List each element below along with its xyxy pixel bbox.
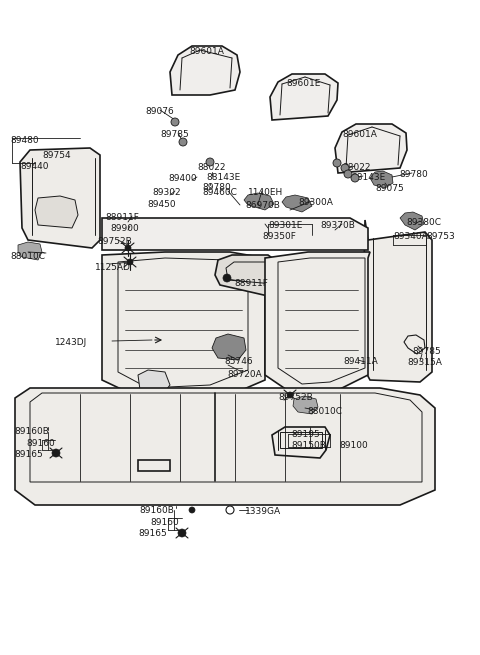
Text: 1339GA: 1339GA [245, 507, 281, 516]
Text: 88911F: 88911F [105, 213, 139, 222]
Text: 89601A: 89601A [342, 130, 377, 139]
Text: 89480: 89480 [10, 136, 38, 145]
Polygon shape [370, 171, 393, 188]
Circle shape [333, 159, 341, 167]
Text: 89752B: 89752B [97, 237, 132, 246]
Text: 89075: 89075 [375, 184, 404, 193]
Text: 1243DJ: 1243DJ [55, 338, 87, 347]
Text: 88143E: 88143E [206, 173, 240, 182]
Text: 89160B: 89160B [14, 427, 49, 436]
Text: 85746: 85746 [224, 357, 252, 366]
Circle shape [178, 529, 186, 537]
Circle shape [127, 259, 133, 265]
Polygon shape [215, 255, 278, 296]
Text: 1140EH: 1140EH [248, 188, 283, 197]
Text: 89411A: 89411A [343, 357, 378, 366]
Polygon shape [20, 148, 100, 248]
Text: 89160B: 89160B [139, 506, 174, 515]
Polygon shape [335, 124, 407, 173]
Text: 89195: 89195 [291, 430, 320, 439]
Circle shape [206, 158, 214, 166]
Text: 89160: 89160 [150, 518, 179, 527]
Polygon shape [102, 252, 265, 398]
Text: 89450: 89450 [147, 200, 176, 209]
Circle shape [52, 449, 60, 457]
Text: 89315A: 89315A [407, 358, 442, 367]
Text: 89780: 89780 [399, 170, 428, 179]
Polygon shape [138, 370, 170, 395]
Text: 89380C: 89380C [406, 218, 441, 227]
Text: 89900: 89900 [110, 224, 139, 233]
Text: 89340A: 89340A [393, 232, 428, 241]
Text: 89601E: 89601E [286, 79, 320, 88]
Polygon shape [212, 334, 246, 360]
Text: 89720A: 89720A [227, 370, 262, 379]
Text: 88010C: 88010C [307, 407, 342, 416]
Circle shape [179, 138, 187, 146]
Text: 1125AD: 1125AD [95, 263, 131, 272]
Polygon shape [102, 218, 368, 250]
Text: 89370B: 89370B [320, 221, 355, 230]
Circle shape [287, 392, 293, 398]
Polygon shape [15, 388, 435, 505]
Polygon shape [362, 220, 432, 382]
Text: 89460C: 89460C [202, 188, 237, 197]
Text: 88022: 88022 [342, 163, 371, 172]
Text: 86970B: 86970B [245, 201, 280, 210]
Text: 89350F: 89350F [262, 232, 296, 241]
Text: 89160: 89160 [26, 439, 55, 448]
Text: 89165: 89165 [138, 529, 167, 538]
Polygon shape [244, 193, 274, 210]
Circle shape [125, 245, 131, 251]
Polygon shape [282, 195, 312, 212]
Polygon shape [265, 252, 370, 392]
Text: 89752B: 89752B [278, 393, 313, 402]
Polygon shape [18, 242, 42, 260]
Text: 89400: 89400 [168, 174, 197, 183]
Text: 89302: 89302 [152, 188, 180, 197]
Text: 89076: 89076 [145, 107, 174, 116]
Text: 89300A: 89300A [298, 198, 333, 207]
Text: 89301E: 89301E [268, 221, 302, 230]
Text: 89165: 89165 [14, 450, 43, 459]
Text: 89785: 89785 [412, 347, 441, 356]
Polygon shape [35, 196, 78, 228]
Text: 89150B: 89150B [291, 441, 326, 450]
Polygon shape [270, 74, 338, 120]
Polygon shape [170, 46, 240, 95]
Polygon shape [293, 396, 318, 414]
Text: 89601A: 89601A [189, 47, 224, 56]
Text: 89785: 89785 [160, 130, 189, 139]
Text: 88143E: 88143E [351, 173, 385, 182]
Circle shape [189, 507, 195, 513]
Text: 88010C: 88010C [10, 252, 45, 261]
Circle shape [351, 174, 359, 182]
Text: 89780: 89780 [202, 183, 231, 192]
Circle shape [341, 164, 349, 172]
Text: 89753: 89753 [426, 232, 455, 241]
Text: 89754: 89754 [42, 151, 71, 160]
Circle shape [171, 118, 179, 126]
Circle shape [344, 170, 352, 178]
Polygon shape [400, 212, 424, 230]
Text: 88911F: 88911F [234, 279, 268, 288]
Circle shape [223, 274, 231, 282]
Text: 89100: 89100 [339, 441, 368, 450]
Text: 89440: 89440 [20, 162, 48, 171]
Text: 88022: 88022 [197, 163, 226, 172]
